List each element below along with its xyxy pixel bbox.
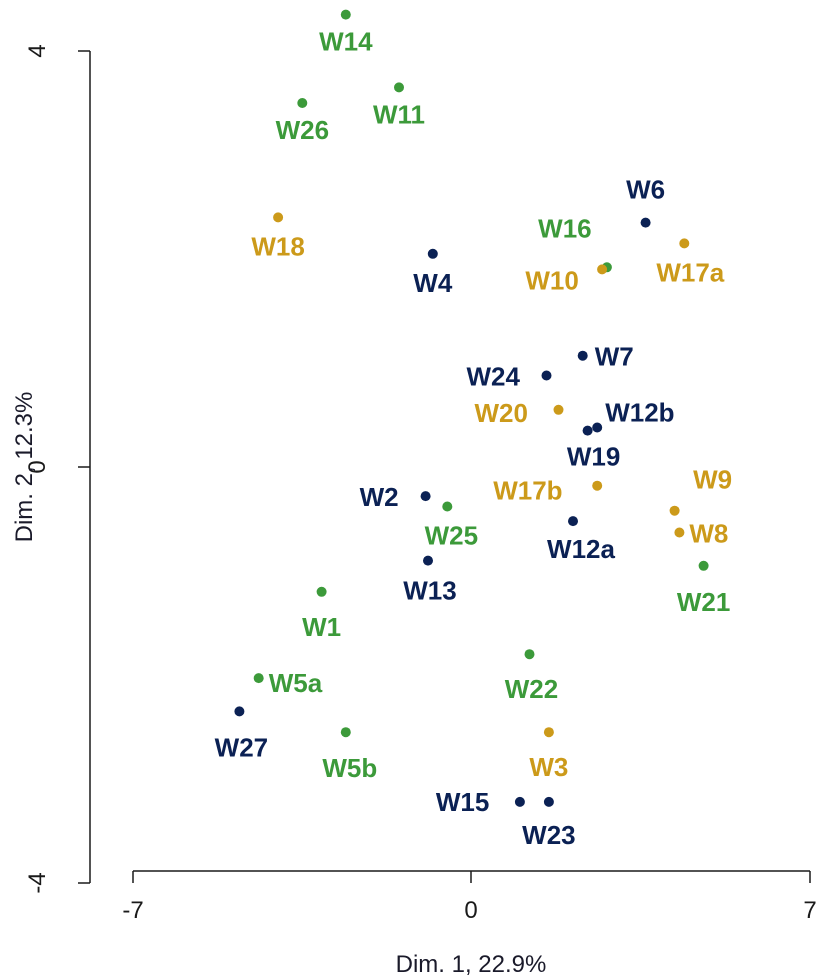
label-w5b: W5b (322, 753, 377, 783)
label-w17b: W17b (493, 476, 562, 506)
label-w9: W9 (693, 465, 732, 495)
label-w17a: W17a (656, 257, 724, 287)
y-axis-title: Dim. 2, 12.3% (11, 392, 38, 543)
point-w8 (674, 527, 685, 538)
point-w12b (592, 422, 603, 433)
label-w11: W11 (373, 99, 425, 129)
y-tick-label: -4 (24, 872, 51, 893)
x-tick-label: -7 (122, 897, 143, 924)
point-w19 (582, 425, 593, 436)
point-w5a (253, 673, 264, 684)
point-w4 (427, 248, 438, 259)
point-w9 (669, 505, 680, 516)
point-w26 (297, 98, 308, 108)
point-w7 (577, 350, 588, 361)
label-w16: W16 (538, 213, 591, 243)
label-w1: W1 (302, 612, 341, 642)
label-w15: W15 (436, 787, 489, 817)
point-w1 (316, 586, 327, 597)
point-w15 (514, 796, 525, 807)
label-w6: W6 (626, 175, 665, 205)
point-w22 (524, 649, 535, 660)
point-w12a (568, 516, 578, 527)
label-w4: W4 (413, 268, 453, 298)
axes: -7 0 7 -4 0 4 Dim. 1, 22.9% Dim. 2, 12.3… (11, 44, 817, 978)
y-tick-label: 0 (24, 460, 51, 473)
point-w17b (592, 480, 603, 491)
label-w13: W13 (403, 576, 456, 606)
label-w27: W27 (215, 732, 268, 762)
point-w3 (543, 727, 554, 738)
point-w11 (394, 82, 404, 93)
point-w14 (340, 9, 351, 20)
x-axis-title: Dim. 1, 22.9% (396, 951, 547, 978)
point-w17a (679, 238, 690, 249)
point-labels: W14 W11 W26 W18 W4 W6 W17a W16 W10 W7 W24 W20 W12b W1… (215, 27, 732, 850)
point-w23 (543, 796, 554, 807)
label-w14: W14 (319, 27, 373, 57)
point-w27 (234, 706, 245, 717)
point-w25 (442, 501, 453, 512)
label-w3: W3 (529, 752, 568, 782)
point-w21 (698, 560, 709, 571)
data-points (234, 9, 709, 807)
label-w5a: W5a (269, 668, 323, 698)
label-w12b: W12b (605, 398, 674, 428)
label-w25: W25 (425, 521, 478, 551)
label-w23: W23 (522, 820, 575, 850)
point-w10 (597, 264, 608, 275)
point-w24 (541, 370, 552, 381)
point-w5b (340, 727, 351, 738)
label-w10: W10 (525, 265, 578, 295)
point-w6 (640, 217, 651, 228)
label-w2: W2 (360, 482, 399, 512)
label-w24: W24 (467, 362, 521, 392)
label-w20: W20 (475, 398, 528, 428)
x-tick-label: 7 (803, 897, 816, 924)
label-w18: W18 (251, 231, 304, 261)
y-tick-label: 4 (24, 44, 51, 57)
label-w22: W22 (505, 674, 558, 704)
label-w19: W19 (567, 442, 620, 472)
point-w20 (553, 404, 564, 415)
x-tick-label: 0 (464, 897, 477, 924)
label-w7: W7 (595, 342, 634, 372)
label-w21: W21 (677, 587, 730, 617)
point-w13 (423, 555, 433, 566)
label-w12a: W12a (547, 534, 615, 564)
label-w26: W26 (276, 115, 329, 145)
point-w2 (420, 491, 431, 502)
label-w8: W8 (689, 519, 728, 549)
point-w18 (273, 212, 284, 223)
